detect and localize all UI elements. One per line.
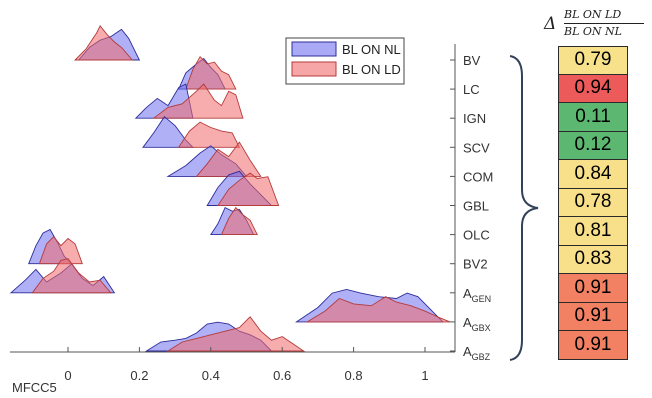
legend-swatch xyxy=(291,61,337,77)
density-ld-lc xyxy=(185,55,237,90)
category-label: BV xyxy=(463,53,481,68)
grouping-brace xyxy=(509,55,539,361)
ratio-header: Δ BL ON LD BL ON NL xyxy=(540,4,650,44)
density-ld-a-gbx xyxy=(305,296,451,323)
delta-symbol: Δ xyxy=(544,14,557,34)
category-label: LC xyxy=(463,82,480,97)
category-label: AGBZ xyxy=(463,344,491,362)
density-ld-scv xyxy=(177,121,241,148)
ratio-cell: 0.78 xyxy=(558,188,628,217)
density-ld-com xyxy=(195,141,262,177)
legend-label: BL ON LD xyxy=(342,62,401,77)
category-label: SCV xyxy=(463,140,490,155)
fraction-bar xyxy=(564,23,644,24)
ratio-cell: 0.84 xyxy=(558,160,628,189)
ratio-cell: 0.91 xyxy=(558,331,628,360)
category-label: GBL xyxy=(463,199,489,214)
ratio-cell: 0.94 xyxy=(558,74,628,103)
legend: BL ON NL BL ON LD xyxy=(285,37,405,85)
legend-label: BL ON NL xyxy=(342,42,401,57)
ridgeline-chart: 0 0.2 0.4 0.6 0.8 1 MFCC5 BV LC IGN SCV COM GBL OLC BV… xyxy=(9,24,539,395)
ratio-cell: 0.83 xyxy=(558,245,628,274)
ratio-cell: 0.12 xyxy=(558,131,628,160)
category-label: AGBX xyxy=(463,315,491,333)
ratio-cell: 0.91 xyxy=(558,274,628,303)
category-label: BV2 xyxy=(463,257,488,272)
ratio-table: 0.79 0.94 0.11 0.12 0.84 0.78 0.81 0.83 0.91 0.91… xyxy=(558,46,628,360)
ratio-cell: 0.91 xyxy=(558,302,628,331)
density-ld-a-gbz xyxy=(166,316,306,352)
density-ld-olc xyxy=(220,206,258,236)
category-label: OLC xyxy=(463,228,490,243)
ratio-numerator: BL ON LD xyxy=(564,8,622,21)
density-ld-a-gen xyxy=(31,258,112,294)
ratio-cell: 0.11 xyxy=(558,103,628,132)
x-axis-label: MFCC5 xyxy=(12,380,57,395)
ratio-denominator: BL ON NL xyxy=(564,25,622,38)
density-ld-bv xyxy=(74,24,134,61)
legend-swatch xyxy=(291,41,337,57)
density-ld-ign xyxy=(152,83,244,119)
x-tick-label: 0.8 xyxy=(345,368,363,383)
x-tick-label: 0.2 xyxy=(130,368,148,383)
x-tick-label: 0.6 xyxy=(273,368,291,383)
x-tick-label: 0 xyxy=(64,368,71,383)
category-label: COM xyxy=(463,169,493,184)
axes: 0 0.2 0.4 0.6 0.8 1 MFCC5 BV LC IGN SCV COM GBL OLC BV… xyxy=(10,44,539,395)
x-tick-label: 1 xyxy=(421,368,428,383)
x-tick-label: 0.4 xyxy=(202,368,220,383)
category-label: AGEN xyxy=(463,286,491,304)
ratio-cell: 0.81 xyxy=(558,217,628,246)
ratio-cell: 0.79 xyxy=(558,46,628,75)
density-ridges xyxy=(9,24,451,352)
density-ld-gbl xyxy=(217,172,280,206)
density-ld-bv2 xyxy=(38,236,83,265)
category-label: IGN xyxy=(463,111,486,126)
